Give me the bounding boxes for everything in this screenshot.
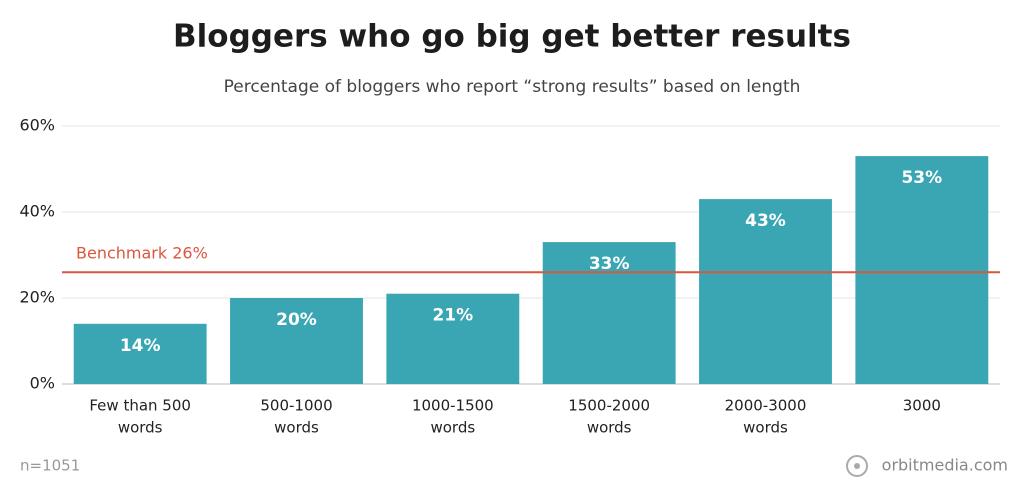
y-tick-label: 0% [30,374,55,393]
x-tick-label: words [430,419,475,437]
x-tick-label: Few than 500 [89,397,191,415]
y-tick-label: 40% [19,202,55,221]
x-tick-label: 500-1000 [260,397,332,415]
value-label: 53% [901,168,942,188]
value-label: 43% [745,211,786,231]
value-label: 14% [120,336,161,356]
note: n=1051 [20,457,80,475]
x-tick-label: words [743,419,788,437]
bar [73,323,207,384]
x-tick-label: words [118,419,163,437]
chart-subtitle: Percentage of bloggers who report “stron… [224,77,801,97]
bar [386,293,520,384]
x-tick-label: 3000 [903,397,941,415]
logo-icon [846,455,868,477]
bar [699,199,832,384]
y-tick-label: 20% [19,288,55,307]
x-tick-label: 1000-1500 [412,397,494,415]
value-label: 33% [589,254,630,274]
y-tick-label: 60% [19,116,55,135]
bar [855,156,989,384]
bar [542,242,676,384]
value-label: 20% [276,310,317,330]
x-tick-label: words [587,419,632,437]
logo-dot [854,463,860,469]
chart-title: Bloggers who go big get better results [173,19,851,55]
benchmark-label: Benchmark 26% [76,244,208,263]
bar [230,298,363,384]
x-tick-label: 1500-2000 [568,397,650,415]
source: orbitmedia.com [882,456,1008,475]
x-tick-label: words [274,419,319,437]
value-label: 21% [432,306,473,326]
x-tick-label: 2000-3000 [725,397,807,415]
